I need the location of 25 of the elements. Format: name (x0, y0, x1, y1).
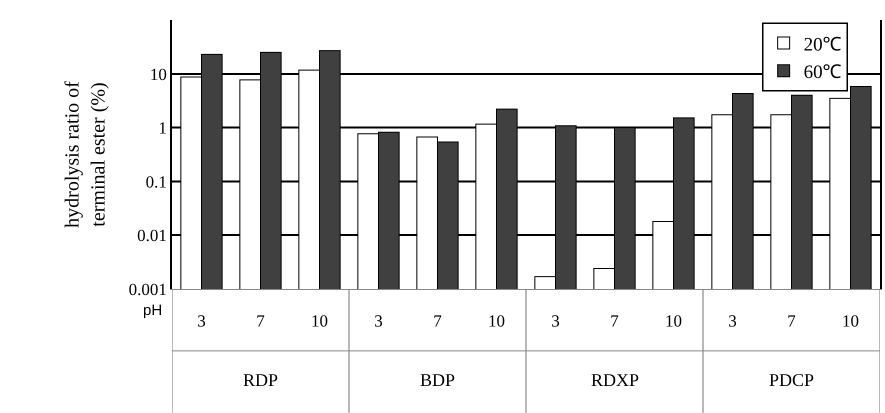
x-tick-label: 3 (551, 311, 560, 330)
text: PDCP (769, 370, 814, 390)
y-tick-label: 10 (150, 64, 167, 84)
x-tick-label: 3 (197, 311, 206, 330)
y-tick-label: 0.01 (137, 226, 167, 246)
x-tick-label: 7 (787, 311, 796, 330)
text: RDXP (591, 370, 640, 390)
x-tick-label: 7 (256, 311, 266, 330)
text: BDP (420, 370, 456, 390)
x-tick-label: 10 (311, 311, 328, 330)
x-tick-label: 7 (433, 311, 442, 330)
x-tick-label: 7 (610, 311, 620, 330)
legend-label: 60℃ (804, 62, 842, 84)
x-tick-label: 3 (728, 311, 737, 330)
text: RDP (243, 370, 278, 390)
x-axis-title: pH (143, 302, 162, 319)
y-tick-label: 0.1 (146, 172, 167, 192)
x-tick-label: 10 (488, 311, 505, 330)
y-tick-label: 0.001 (128, 280, 167, 299)
x-tick-label: 3 (374, 311, 383, 330)
x-tick-label: 10 (842, 311, 859, 330)
y-tick-label: 1 (158, 118, 167, 138)
legend-label: 20℃ (804, 34, 842, 56)
x-tick-label: 10 (665, 311, 682, 330)
y-axis-title: hydrolysis ratio of terminal ester (%) (62, 80, 110, 228)
